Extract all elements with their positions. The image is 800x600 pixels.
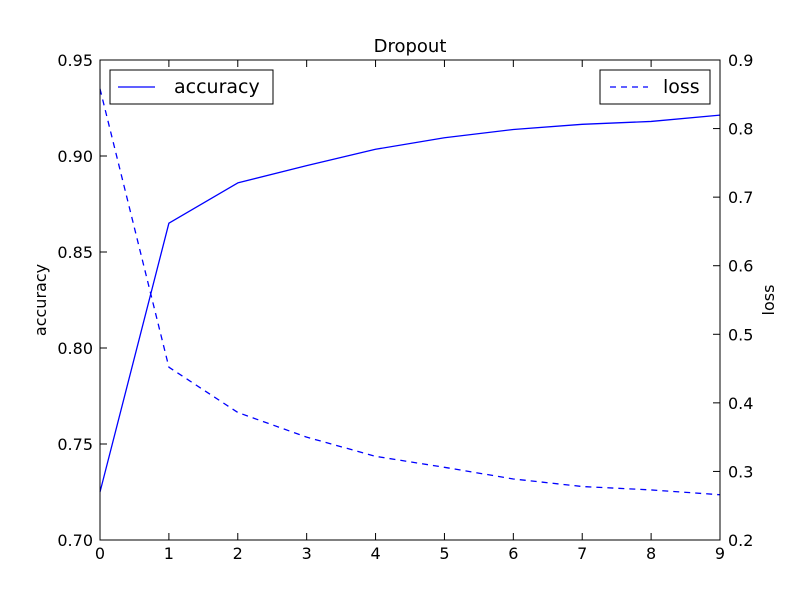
legend-loss-box [599, 69, 711, 105]
x-tick-label: 9 [715, 544, 725, 563]
legend-loss: loss [599, 69, 711, 105]
y-tick-label-left: 0.70 [57, 531, 93, 550]
y-tick-label-right: 0.5 [728, 325, 753, 344]
plot-background [100, 60, 720, 540]
y-tick-label-right: 0.4 [728, 394, 753, 413]
x-tick-label: 1 [164, 544, 174, 563]
y-tick-label-right: 0.6 [728, 257, 753, 276]
legend-loss-label: loss [663, 76, 700, 98]
plot-frame [99, 59, 721, 541]
x-tick-label: 5 [439, 544, 449, 563]
legend-accuracy-label: accuracy [174, 76, 260, 98]
y-tick-label-left: 0.75 [57, 435, 93, 454]
x-tick-label: 4 [370, 544, 380, 563]
y-tick-label-left: 0.80 [57, 339, 93, 358]
y-tick-label-right: 0.9 [728, 51, 753, 70]
ticks-layer: 0 1 2 3 4 5 6 7 8 9 0.70 0.75 0.80 0.85 0.90 0.95 0.2 0.3… [57, 51, 753, 563]
x-tick-label: 2 [233, 544, 243, 563]
legend-accuracy: accuracy [109, 69, 274, 105]
chart-title: Dropout [374, 36, 447, 57]
y-tick-label-right: 0.3 [728, 462, 753, 481]
y-tick-label-right: 0.2 [728, 531, 753, 550]
y-tick-label-right: 0.7 [728, 188, 753, 207]
x-tick-label: 8 [646, 544, 656, 563]
x-tick-label: 6 [508, 544, 518, 563]
y-tick-label-right: 0.8 [728, 120, 753, 139]
y-axis-label-right: loss [759, 285, 778, 316]
x-tick-label: 0 [95, 544, 105, 563]
series-line-accuracy [99, 114, 721, 493]
x-tick-label: 3 [302, 544, 312, 563]
y-axis-label-left: accuracy [31, 264, 50, 336]
x-tick-label: 7 [577, 544, 587, 563]
y-tick-label-left: 0.90 [57, 147, 93, 166]
y-tick-label-left: 0.85 [57, 243, 93, 262]
series-layer [99, 88, 721, 496]
y-tick-label-left: 0.95 [57, 51, 93, 70]
